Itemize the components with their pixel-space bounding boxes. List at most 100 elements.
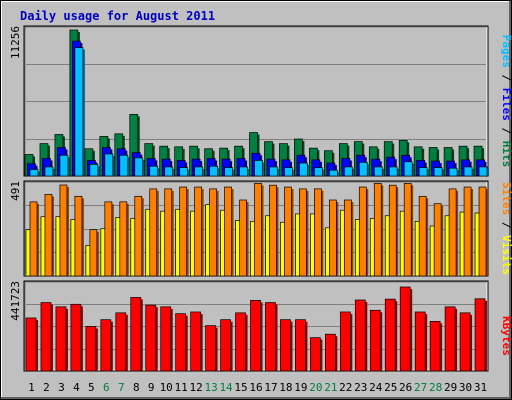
x-tick-label-day-25: 25 <box>384 381 397 394</box>
legend-entry-kbytes: KBytes <box>500 316 512 356</box>
legend-entry-sites: Sites <box>500 182 512 215</box>
bar-pages-day-12 <box>194 166 203 177</box>
x-tick-label-day-2: 2 <box>43 381 50 394</box>
bar-pages-day-27 <box>418 167 428 177</box>
bar-kbytes-day-16 <box>250 299 261 372</box>
bar-visits-day-12 <box>194 186 202 277</box>
x-tick-label-day-18: 18 <box>279 381 292 394</box>
bar-kbytes-day-22 <box>339 311 351 372</box>
legend-separator: / <box>500 215 512 235</box>
bar-kbytes-day-1 <box>25 317 37 372</box>
bar-pages-day-2 <box>44 166 54 177</box>
bar-pages-day-8 <box>134 157 144 177</box>
bar-pages-day-4 <box>74 47 84 177</box>
x-tick-label-day-12: 12 <box>190 381 203 394</box>
bar-visits-day-4 <box>74 195 83 277</box>
plot-bevel-dark-1 <box>24 26 487 175</box>
x-tick-label-day-29: 29 <box>444 381 457 394</box>
legend-entry-files: Files <box>500 88 512 121</box>
bar-kbytes-day-2 <box>40 302 52 372</box>
bar-pages-day-21 <box>329 169 338 177</box>
y-axis-max-label-2: 491 <box>9 181 22 201</box>
bar-visits-day-29 <box>448 188 457 277</box>
bar-visits-day-15 <box>239 199 247 277</box>
bar-kbytes-day-30 <box>459 312 471 372</box>
bar-pages-day-15 <box>239 166 248 177</box>
bar-kbytes-day-10 <box>160 306 172 372</box>
bar-visits-day-27 <box>418 195 427 277</box>
bar-visits-day-30 <box>463 186 472 277</box>
bar-kbytes-day-17 <box>265 302 276 372</box>
legend-entry-visits: Visits <box>500 235 512 275</box>
chart-title: Daily usage for August 2011 <box>20 9 215 23</box>
bar-kbytes-day-26 <box>399 286 411 372</box>
x-tick-label-day-23: 23 <box>354 381 367 394</box>
bar-kbytes-day-3 <box>55 306 67 372</box>
bar-visits-day-22 <box>343 199 352 277</box>
legend-entry-hits: Hits <box>500 141 512 168</box>
x-tick-label-day-13: 13 <box>204 381 217 394</box>
y-axis-max-label-1: 11256 <box>9 26 22 59</box>
x-tick-label-day-27: 27 <box>414 381 427 394</box>
x-tick-label-day-6: 6 <box>103 381 110 394</box>
bar-pages-day-23 <box>358 162 368 177</box>
x-tick-label-day-8: 8 <box>133 381 140 394</box>
bar-visits-day-28 <box>433 203 442 277</box>
x-tick-label-day-7: 7 <box>118 381 125 394</box>
x-tick-label-day-1: 1 <box>28 381 35 394</box>
x-tick-label-day-22: 22 <box>339 381 352 394</box>
x-tick-label-day-30: 30 <box>459 381 472 394</box>
legend-separator: / <box>500 68 512 88</box>
bar-visits-day-23 <box>358 186 367 277</box>
bar-visits-day-19 <box>299 188 307 277</box>
bar-pages-day-20 <box>314 167 323 177</box>
bar-visits-day-5 <box>89 229 98 277</box>
legend-entry-pages: Pages <box>500 35 512 68</box>
bar-kbytes-day-27 <box>414 311 426 372</box>
bar-kbytes-day-20 <box>310 337 321 372</box>
bar-visits-day-18 <box>284 186 292 277</box>
bar-pages-day-22 <box>343 166 353 177</box>
x-tick-label-day-19: 19 <box>294 381 307 394</box>
x-tick-label-day-3: 3 <box>58 381 65 394</box>
bar-kbytes-day-23 <box>354 299 366 372</box>
bar-pages-day-18 <box>284 167 293 177</box>
x-tick-label-day-16: 16 <box>249 381 262 394</box>
bar-pages-day-25 <box>388 166 398 177</box>
bar-pages-day-31 <box>478 166 488 177</box>
bar-visits-day-14 <box>224 186 232 277</box>
bar-visits-day-17 <box>269 184 277 277</box>
bar-pages-day-11 <box>179 167 189 177</box>
x-tick-label-day-11: 11 <box>175 381 188 394</box>
bar-kbytes-day-24 <box>369 309 381 372</box>
bar-kbytes-day-14 <box>220 319 231 372</box>
bar-visits-day-31 <box>478 186 487 277</box>
bar-visits-day-20 <box>314 188 322 277</box>
x-tick-label-day-24: 24 <box>369 381 383 394</box>
bar-visits-day-2 <box>44 194 53 277</box>
bar-kbytes-day-18 <box>280 319 291 372</box>
bar-visits-day-25 <box>388 184 397 277</box>
bar-kbytes-day-19 <box>295 319 306 372</box>
bar-pages-day-14 <box>224 167 233 177</box>
x-tick-label-day-14: 14 <box>219 381 233 394</box>
bar-visits-day-9 <box>149 188 158 277</box>
bar-kbytes-day-21 <box>325 333 336 372</box>
bar-kbytes-day-4 <box>70 303 82 372</box>
bar-kbytes-day-11 <box>175 313 187 372</box>
bar-kbytes-day-29 <box>444 306 456 372</box>
bar-pages-day-30 <box>463 166 473 177</box>
bar-kbytes-day-6 <box>100 319 112 372</box>
x-tick-label-day-17: 17 <box>264 381 277 394</box>
bar-visits-day-8 <box>134 195 143 277</box>
bar-visits-day-26 <box>403 182 412 277</box>
bar-visits-day-7 <box>119 201 128 277</box>
bar-kbytes-day-25 <box>384 298 396 372</box>
x-tick-label-day-9: 9 <box>148 381 155 394</box>
bar-kbytes-day-5 <box>85 326 97 372</box>
bar-pages-day-5 <box>89 163 99 177</box>
bar-pages-day-26 <box>403 161 413 177</box>
bar-pages-day-16 <box>254 160 263 177</box>
bar-pages-day-3 <box>59 154 69 177</box>
